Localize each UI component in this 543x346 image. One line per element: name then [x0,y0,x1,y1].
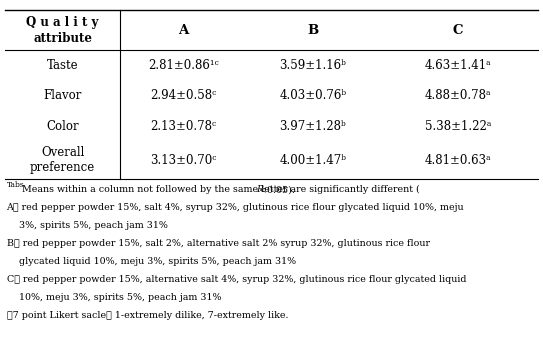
Text: 10%, meju 3%, spirits 5%, peach jam 31%: 10%, meju 3%, spirits 5%, peach jam 31% [7,293,221,302]
Text: Flavor: Flavor [43,89,82,102]
Text: 2.13±0.78ᶜ: 2.13±0.78ᶜ [150,120,217,133]
Text: 4.88±0.78ᵃ: 4.88±0.78ᵃ [425,89,491,102]
Text: Means within a column not followed by the same letter are significantly differen: Means within a column not followed by th… [22,185,420,194]
Text: B： red pepper powder 15%, salt 2%, alternative salt 2% syrup 32%, glutinous rice: B： red pepper powder 15%, salt 2%, alter… [7,239,430,248]
Text: <0.05).: <0.05). [260,185,295,194]
Text: attribute: attribute [33,33,92,45]
Text: Color: Color [46,120,79,133]
Text: 2.94±0.58ᶜ: 2.94±0.58ᶜ [150,89,217,102]
Text: A: A [179,24,189,37]
Text: 3%, spirits 5%, peach jam 31%: 3%, spirits 5%, peach jam 31% [7,221,167,230]
Text: ※7 point Likert sacle： 1-extremely dilike, 7-extremely like.: ※7 point Likert sacle： 1-extremely dilik… [7,311,288,320]
Text: glycated liquid 10%, meju 3%, spirits 5%, peach jam 31%: glycated liquid 10%, meju 3%, spirits 5%… [7,257,295,266]
Text: 2.81±0.86¹ᶜ: 2.81±0.86¹ᶜ [148,59,219,72]
Text: Q u a l i t y: Q u a l i t y [27,16,99,29]
Text: 4.81±0.63ᵃ: 4.81±0.63ᵃ [425,154,491,167]
Text: 3.97±1.28ᵇ: 3.97±1.28ᵇ [279,120,346,133]
Text: C： red pepper powder 15%, alternative salt 4%, syrup 32%, glutinous rice flour g: C： red pepper powder 15%, alternative sa… [7,275,466,284]
Text: Taste: Taste [47,59,78,72]
Text: P: P [256,185,262,194]
Text: C: C [452,24,463,37]
Text: 3.13±0.70ᶜ: 3.13±0.70ᶜ [150,154,217,167]
Text: Overall
preference: Overall preference [30,146,95,174]
Text: B: B [307,24,318,37]
Text: 4.03±0.76ᵇ: 4.03±0.76ᵇ [279,89,346,102]
Text: 4.00±1.47ᵇ: 4.00±1.47ᵇ [279,154,346,167]
Text: 5.38±1.22ᵃ: 5.38±1.22ᵃ [425,120,491,133]
Text: 3.59±1.16ᵇ: 3.59±1.16ᵇ [279,59,346,72]
Text: 4.63±1.41ᵃ: 4.63±1.41ᵃ [425,59,491,72]
Text: Tabs: Tabs [7,181,24,189]
Text: A： red pepper powder 15%, salt 4%, syrup 32%, glutinous rice flour glycated liqu: A： red pepper powder 15%, salt 4%, syrup… [7,203,464,212]
